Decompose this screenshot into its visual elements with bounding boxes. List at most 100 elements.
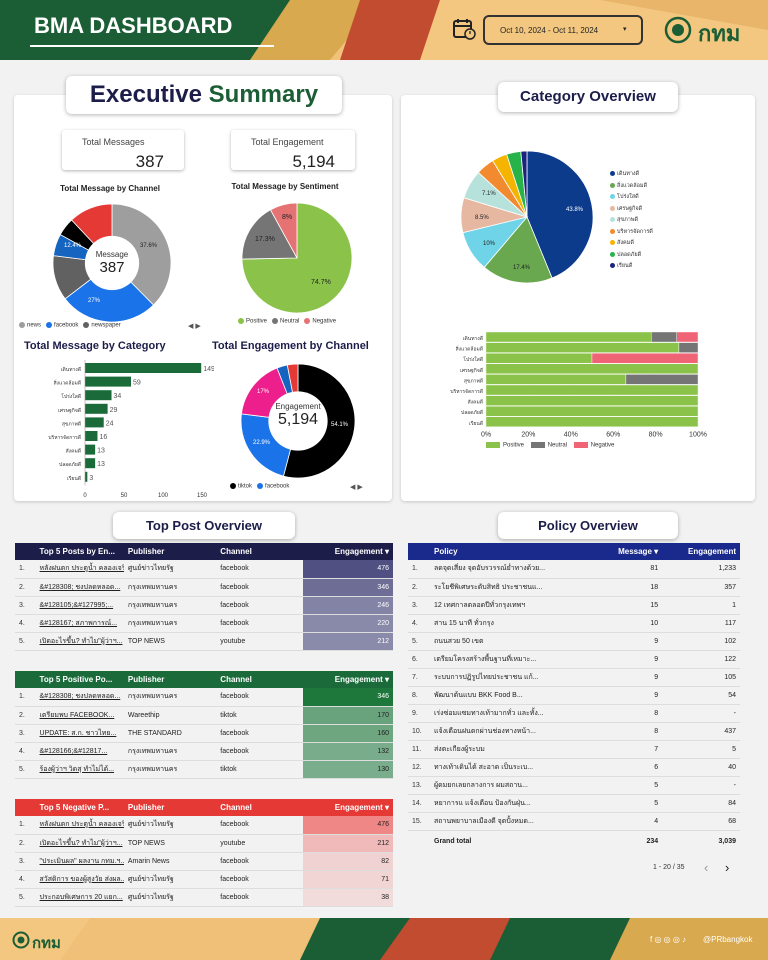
table-row[interactable]: 2. เตรียมพบ FACEBOOK... Wareethip tiktok 170	[15, 706, 393, 725]
stacked-bar-negative[interactable]	[591, 353, 699, 364]
calendar-icon[interactable]	[452, 18, 476, 40]
row-number: 3.	[15, 596, 36, 615]
column-header[interactable]: Engagement ▾	[302, 799, 393, 816]
category-bar[interactable]	[85, 363, 202, 373]
prev-page-button[interactable]: ‹	[704, 860, 709, 875]
table-row[interactable]: 15. สถานพยาบาลเมืองดี จุดปั้งหมด... 4 68	[408, 812, 740, 831]
column-header[interactable]: Channel	[216, 671, 303, 688]
sentiment-pie-chart[interactable]	[241, 202, 353, 314]
table-row[interactable]: 11. ส่งตะเกียงผู้ระบม 7 5	[408, 740, 740, 759]
channel-donut-chart[interactable]	[52, 203, 172, 323]
pie-slice-news[interactable]	[111, 203, 172, 306]
pie-slice-facebook[interactable]	[64, 262, 155, 323]
pie-slice-เรียนดี[interactable]	[520, 150, 528, 218]
pie-slice-Negative[interactable]	[269, 202, 298, 259]
engagement-donut-chart[interactable]	[240, 363, 356, 479]
stacked-bar-positive[interactable]	[485, 353, 593, 364]
header-title: BMA DASHBOARD	[34, 13, 233, 38]
category-bar[interactable]	[85, 403, 108, 414]
stacked-bar-neutral[interactable]	[678, 342, 699, 353]
table-row[interactable]: 3. &#128105;&#127995;... กรุงเทพมหานคร face…	[15, 596, 393, 615]
table-row[interactable]: 9. เร่งซ่อมแซมทางเท้ามากทั่ว และทั้ง... 8-	[408, 704, 740, 723]
table-row[interactable]: 4. สวัสดิการ ของผู้สูงวัย ส่งผล... ศูนย์ข่…	[15, 870, 393, 889]
category-bar[interactable]	[85, 444, 96, 455]
stacked-bar-positive[interactable]	[485, 416, 699, 428]
date-range-selector[interactable]: Oct 10, 2024 - Oct 11, 2024 ▾	[483, 15, 643, 45]
post-title-cell: UPDATE: ส.ก. ชาวไทย...	[35, 724, 124, 743]
engagement-cell: 117	[662, 614, 740, 633]
stacked-bar-positive[interactable]	[485, 374, 627, 385]
column-header[interactable]: Top 5 Posts by En...	[35, 543, 124, 560]
policy-name-cell: เร่งซ่อมแซมทางเท้ามากทั่ว และทั้ง...	[430, 704, 596, 723]
column-header[interactable]: Channel	[216, 543, 303, 560]
column-header[interactable]: Publisher	[123, 543, 217, 560]
category-stacked-bar-chart[interactable]: 0% 20% 40% 60% 80% 100% เดินทางดีสิ่งแวดล้อมดี…	[420, 327, 710, 457]
category-bar[interactable]	[85, 390, 112, 401]
pie-slice-Neutral[interactable]	[241, 209, 298, 260]
table-row[interactable]: 3. "ประเมินผล" ผลงาน กทม.ฯ... Amarin News f…	[15, 852, 393, 871]
stacked-bar-positive[interactable]	[485, 331, 652, 343]
table-row[interactable]: 5. ประกอบพิเศษการ 20 แยก... ศูนย์ข่าวไทยรั…	[15, 888, 393, 907]
stacked-bar-positive[interactable]	[485, 384, 699, 396]
total-message: 234	[646, 837, 659, 845]
table-row[interactable]: 2. &#128308; ชงปลดหลอด... กรุงเทพมหานคร fac…	[15, 578, 393, 597]
pie-slice-สิ่งแวดล้อมดี[interactable]	[483, 216, 553, 284]
table-row[interactable]: 2. เปิดอะไรขึ้น? ทำไม"ผู้ว่าฯ... TOP NEWS y…	[15, 834, 393, 853]
category-bar[interactable]	[85, 431, 98, 441]
stacked-bar-positive[interactable]	[485, 395, 699, 406]
table-row[interactable]: 1.หลังฝนตก ประตูน้ำ คลองเจริญ...ศูนย์ข่า…	[15, 560, 393, 579]
table-row[interactable]: 5. ถนนสวย 50 เขต 9 102	[408, 632, 740, 651]
table-row[interactable]: 14. หยาการแ แจ้งเตือน ป้องกันฝุ่น... 5 84	[408, 794, 740, 813]
next-page-button[interactable]: ›	[725, 860, 730, 875]
policy-name-cell: ทางเท้าเดินได้ สะอาด เป็นระเบ...	[430, 758, 596, 777]
category-bar[interactable]	[85, 376, 132, 387]
table-row[interactable]: 3. UPDATE: ส.ก. ชาวไทย... THE STANDARD face…	[15, 724, 393, 743]
social-icons[interactable]: f ◎ ◎ ◎ ♪	[650, 935, 687, 944]
engagement-cell: 105	[662, 668, 740, 687]
stacked-bar-positive[interactable]	[485, 363, 699, 374]
table-row[interactable]: 8. พัฒนาต้นแบบ BKK Food B... 9 54	[408, 686, 740, 705]
column-header[interactable]: Top 5 Positive Po...	[35, 671, 124, 688]
table-row[interactable]: 6. เตรียมโครงสร้างพื้นฐานที่เหมาะ... 9 122	[408, 650, 740, 669]
table-row[interactable]: 13. ผู้ดมยกเลยกลางการ ผมสถาน... 5-	[408, 776, 740, 795]
policy-table: Policy Message ▾ Engagement 1. ลดจุดเสี่ยง จ…	[408, 543, 740, 852]
table-row[interactable]: 2. ระโยชีพิเศษระดับสิทธิ ประชาชนแ... 18 357	[408, 578, 740, 597]
message-count-cell: 8	[595, 722, 663, 741]
stacked-bar-positive[interactable]	[485, 405, 699, 417]
table-row[interactable]: 1. &#128308; ชงปลดหลอด... กรุงเทพมหานคร fac…	[15, 688, 393, 707]
table-row[interactable]: 5. เปิดอะไรขึ้น? ทำไม"ผู้ว่าฯ... TOP NEWS y…	[15, 632, 393, 651]
channel-legend-pager[interactable]: ◀ ▶	[188, 323, 201, 330]
category-pie-chart[interactable]	[460, 150, 594, 284]
column-header[interactable]: Policy	[430, 543, 596, 560]
column-header[interactable]: Publisher	[123, 671, 217, 688]
table-row[interactable]: 10. แจ้งเตือนฝนตกผ่านช่องทางหน้า... 8 437	[408, 722, 740, 741]
table-row[interactable]: 7. ระบบการปฏิรูปไทยประชาชน แก้... 9 105	[408, 668, 740, 687]
stacked-bar-positive[interactable]	[485, 342, 680, 353]
column-header[interactable]: Message ▾	[595, 543, 663, 560]
column-header[interactable]: Channel	[216, 799, 303, 816]
category-chart-title: Total Message by Category	[24, 340, 166, 352]
column-header[interactable]: Top 5 Negative P...	[35, 799, 124, 816]
pie-slice-เดินทางดี[interactable]	[526, 150, 594, 279]
row-number: 1.	[15, 560, 36, 579]
table-row[interactable]: 1.หลังฝนตก ประตูน้ำ คลองเจริญ...ศูนย์ข่า…	[15, 816, 393, 835]
table-row[interactable]: 1. ลดจุดเสี่ยง จุดอับรวรรณ์ย่ำทางด้วย... 8…	[408, 560, 740, 579]
category-bar[interactable]	[85, 417, 104, 428]
column-header[interactable]: Engagement ▾	[302, 543, 393, 560]
table-row[interactable]: 4. &#128167; สภาพการณ์... กรุงเทพมหานคร fac…	[15, 614, 393, 633]
column-header[interactable]: Publisher	[123, 799, 217, 816]
engagement-legend-pager[interactable]: ◀ ▶	[350, 484, 363, 491]
category-bar[interactable]	[85, 458, 96, 469]
stacked-bar-negative[interactable]	[676, 331, 699, 343]
table-row[interactable]: 12. ทางเท้าเดินได้ สะอาด เป็นระเบ... 6 40	[408, 758, 740, 777]
stacked-bar-neutral[interactable]	[651, 331, 678, 343]
table-row[interactable]: 4. สาน 15 นาที ทั่วกรุง 10 117	[408, 614, 740, 633]
category-bar[interactable]	[85, 471, 88, 482]
table-row[interactable]: 4. &#128166;&#12817... กรุงเทพมหานคร facebo…	[15, 742, 393, 761]
category-bar-chart[interactable]: เดินทางดี 149 สิ่งแวดล้อมดี 59 โปร่งใสดี 34 เศ…	[24, 360, 214, 500]
table-row[interactable]: 5. ร้องผู้ว่าฯ วิดสุ ทำไม่ได้... กรุงเทพมห…	[15, 760, 393, 779]
column-header[interactable]: Engagement ▾	[302, 671, 393, 688]
column-header[interactable]: Engagement	[662, 543, 740, 560]
table-row[interactable]: 3. 12 เทศกาลตลอดปีทั่วกรุงเทพฯ 15 1	[408, 596, 740, 615]
stacked-bar-neutral[interactable]	[625, 374, 699, 385]
